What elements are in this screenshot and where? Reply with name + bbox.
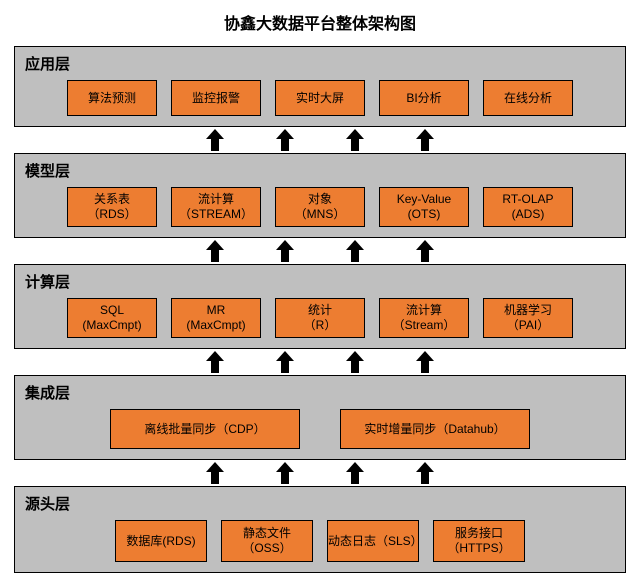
box: 流计算 （STREAM） [171,187,261,227]
layer-label: 集成层 [25,382,615,403]
box: 机器学习 （PAI） [483,298,573,338]
box: SQL (MaxCmpt) [67,298,157,338]
box: Key-Value (OTS) [379,187,469,227]
box: BI分析 [379,80,469,116]
layer-3: 集成层离线批量同步（CDP） 实时增量同步（Datahub） [14,375,626,460]
layer-label: 模型层 [25,160,615,181]
layer-boxes: SQL (MaxCmpt) MR (MaxCmpt) 统计 （R） 流计算 （Stre… [25,298,615,338]
layer-2: 计算层 SQL (MaxCmpt) MR (MaxCmpt) 统计 （R） 流计算 （S… [14,264,626,349]
box: 实时大屏 [275,80,365,116]
arrow-row [14,462,626,484]
layer-4: 源头层数据库(RDS) 静态文件（OSS） 动态日志（SLS） 服务接口 （HTTPS… [14,486,626,573]
layer-boxes: 算法预测监控报警实时大屏 BI分析在线分析 [25,80,615,116]
layer-label: 计算层 [25,271,615,292]
box: 离线批量同步（CDP） [110,409,300,449]
box: 算法预测 [67,80,157,116]
box: 监控报警 [171,80,261,116]
box: 流计算 （Stream） [379,298,469,338]
arrow-row [14,240,626,262]
layer-boxes: 数据库(RDS) 静态文件（OSS） 动态日志（SLS） 服务接口 （HTTPS） [25,520,615,562]
arrow-row [14,351,626,373]
box: 动态日志（SLS） [327,520,419,562]
box: 在线分析 [483,80,573,116]
box: RT-OLAP (ADS) [483,187,573,227]
layer-0: 应用层算法预测监控报警实时大屏 BI分析在线分析 [14,46,626,127]
layer-boxes: 关系表 （RDS） 流计算 （STREAM） 对象 （MNS） Key-Value (… [25,187,615,227]
box: 数据库(RDS) [115,520,207,562]
box: 静态文件（OSS） [221,520,313,562]
architecture-diagram: 应用层算法预测监控报警实时大屏 BI分析在线分析模型层关系表 （RDS） 流计算 （… [14,46,626,573]
diagram-title: 协鑫大数据平台整体架构图 [14,10,626,34]
arrow-row [14,129,626,151]
layer-label: 源头层 [25,493,615,514]
box: 统计 （R） [275,298,365,338]
layer-label: 应用层 [25,53,615,74]
box: 实时增量同步（Datahub） [340,409,530,449]
box: 服务接口 （HTTPS） [433,520,525,562]
layer-boxes: 离线批量同步（CDP） 实时增量同步（Datahub） [25,409,615,449]
box: 关系表 （RDS） [67,187,157,227]
box: 对象 （MNS） [275,187,365,227]
layer-1: 模型层关系表 （RDS） 流计算 （STREAM） 对象 （MNS） Key-Valu… [14,153,626,238]
box: MR (MaxCmpt) [171,298,261,338]
